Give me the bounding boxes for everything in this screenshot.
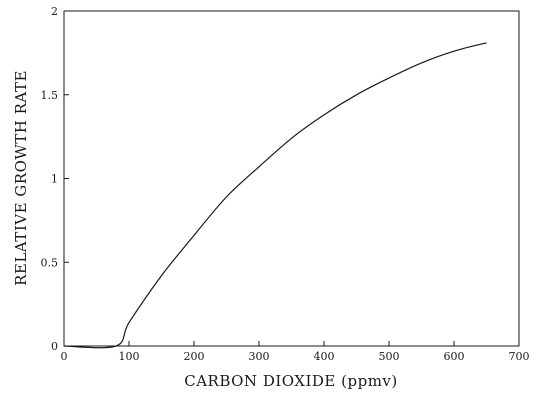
- x-tick-label: 400: [314, 350, 335, 363]
- y-axis-ticks: 0 0.5 1 1.5 2: [41, 5, 69, 353]
- x-tick-label: 700: [509, 350, 530, 363]
- x-tick-label: 500: [379, 350, 400, 363]
- series-layer: [63, 42, 487, 349]
- y-tick-label: 0: [51, 340, 58, 353]
- y-tick-label: 2: [51, 5, 58, 18]
- x-tick-label: 100: [119, 350, 140, 363]
- x-axis-ticks: 0 100 200 300 400 500 600 700: [61, 341, 530, 363]
- x-axis-title: CARBON DIOXIDE (ppmv): [184, 372, 398, 390]
- y-tick-label: 1.5: [41, 89, 59, 102]
- y-axis-title: RELATIVE GROWTH RATE: [12, 70, 30, 286]
- x-tick-label: 600: [444, 350, 465, 363]
- x-tick-label: 0: [61, 350, 68, 363]
- y-tick-label: 0.5: [41, 256, 59, 269]
- x-tick-label: 300: [249, 350, 270, 363]
- x-tick-label: 200: [184, 350, 205, 363]
- plot-frame: [63, 10, 520, 347]
- growth-rate-line: [63, 42, 487, 349]
- y-tick-label: 1: [51, 173, 58, 186]
